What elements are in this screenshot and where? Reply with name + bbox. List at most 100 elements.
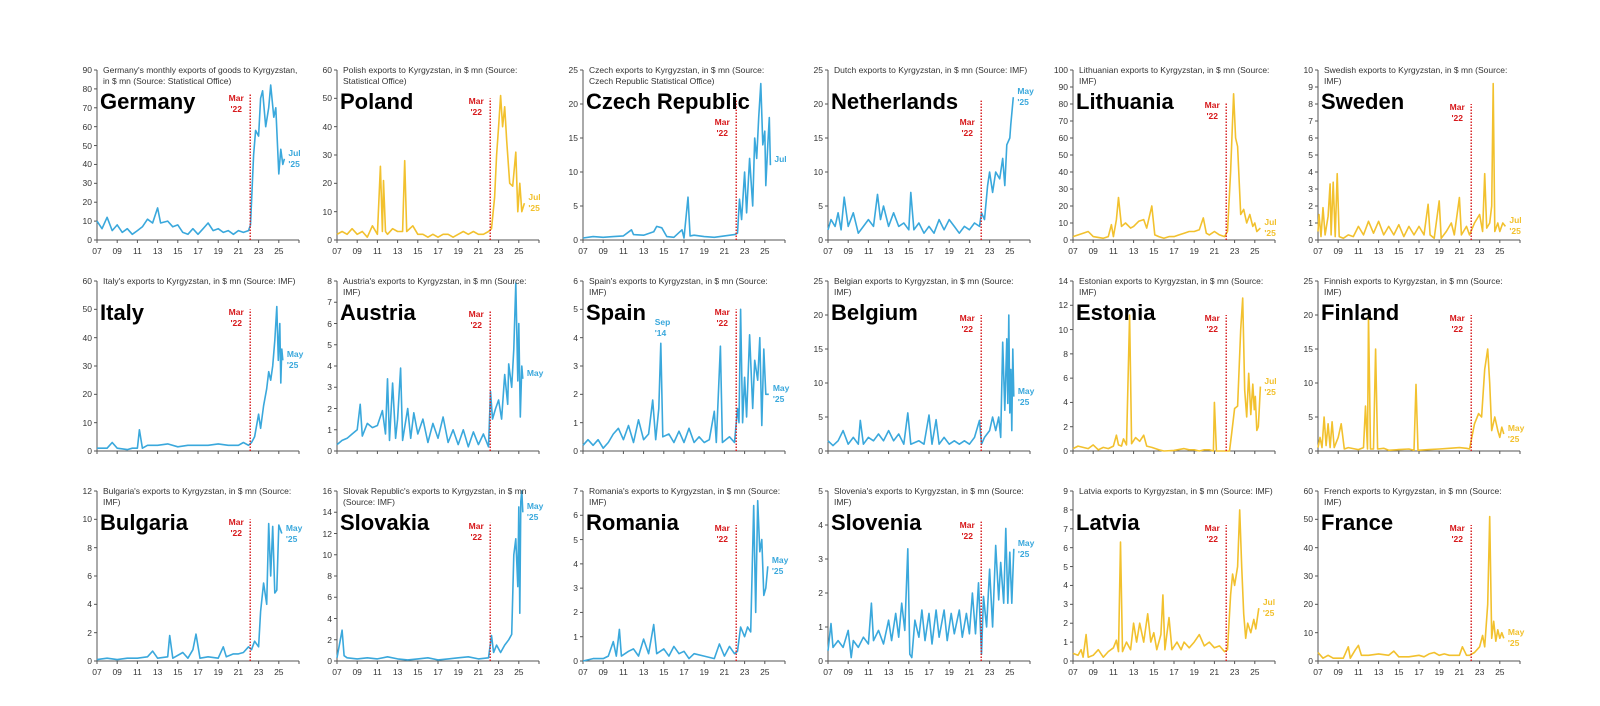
y-tick-label: 7 — [327, 297, 332, 308]
y-tick-label: 30 — [82, 178, 92, 189]
x-tick-label: 11 — [1353, 667, 1363, 677]
country-name: Bulgaria — [100, 510, 189, 535]
chart-subtitle: Finnish exports to Kyrgyzstan, in $ mn (… — [1324, 276, 1503, 297]
chart-subtitle: Estonian exports to Kyrgyzstan, in $ mn … — [1079, 276, 1264, 297]
x-tick-label: 09 — [1333, 246, 1343, 256]
x-tick-label: 21 — [1209, 246, 1220, 256]
y-tick-label: 20 — [813, 99, 823, 109]
panel-bulgaria — [94, 490, 300, 664]
x-tick-label: 13 — [1373, 667, 1384, 677]
panel-latvia — [1070, 490, 1276, 664]
x-tick-label: 25 — [274, 246, 284, 256]
y-tick-label: 4 — [818, 520, 823, 530]
end-date-label: Jul '25 — [528, 192, 541, 214]
y-tick-label: 6 — [573, 510, 578, 521]
x-tick-label: 11 — [1353, 246, 1363, 256]
panel-netherlands — [825, 69, 1031, 243]
x-tick-label: 25 — [1005, 667, 1015, 677]
y-tick-label: 60 — [82, 276, 92, 286]
series-line — [96, 84, 286, 236]
y-tick-label: 2 — [818, 588, 823, 598]
x-tick-label: 17 — [679, 667, 689, 677]
x-tick-label: 19 — [699, 667, 709, 677]
x-tick-label: 15 — [904, 246, 914, 256]
y-tick-label: 90 — [1058, 82, 1068, 92]
chart-subtitle: Germany's monthly exports of goods to Ky… — [103, 65, 298, 86]
x-tick-label: 17 — [433, 246, 443, 256]
x-tick-label: 07 — [92, 246, 102, 256]
x-tick-label: 19 — [1189, 246, 1199, 256]
y-tick-label: 50 — [1303, 514, 1313, 525]
y-tick-label: 50 — [82, 140, 92, 151]
panel-spain — [580, 280, 786, 454]
panel-estonia — [1070, 280, 1276, 454]
end-date-label: Jul '25 — [1262, 597, 1276, 619]
x-tick-label: 13 — [883, 667, 894, 677]
y-tick-label: 3 — [818, 554, 823, 564]
y-tick-label: 6 — [87, 571, 92, 581]
mar-22-marker-label: Mar '22 — [714, 307, 730, 329]
y-tick-label: 90 — [82, 65, 92, 75]
end-date-label: Jul '25 — [1509, 215, 1522, 237]
y-tick-label: 7 — [573, 486, 578, 496]
x-tick-label: 21 — [719, 246, 730, 256]
mar-22-marker-label: Mar '22 — [228, 517, 244, 539]
x-tick-label: 23 — [739, 246, 750, 256]
y-tick-label: 80 — [82, 83, 92, 94]
x-tick-label: 15 — [173, 246, 183, 256]
mar-22-marker-label: Mar '22 — [1449, 523, 1465, 544]
x-tick-label: 19 — [1434, 246, 1444, 256]
x-tick-label: 07 — [823, 246, 833, 256]
x-tick-label: 07 — [92, 667, 102, 677]
x-tick-label: 15 — [413, 667, 423, 677]
x-tick-label: 13 — [1128, 246, 1139, 256]
chart-subtitle: Slovenia's exports to Kyrgyzstan, in $ m… — [834, 486, 1024, 507]
y-tick-label: 2 — [1308, 201, 1313, 211]
y-tick-label: 12 — [82, 486, 92, 496]
y-tick-label: 40 — [82, 159, 92, 170]
series-line — [96, 522, 283, 661]
x-tick-label: 15 — [904, 667, 914, 677]
mar-22-marker-label: Mar '22 — [228, 307, 244, 329]
mar-22-marker-label: Mar '22 — [1204, 100, 1220, 122]
y-tick-label: 0 — [573, 235, 578, 245]
x-tick-label: 09 — [843, 246, 853, 256]
mar-22-marker-label: Mar '22 — [1449, 313, 1465, 334]
chart-subtitle: Czech exports to Kyrgyzstan, in $ mn (So… — [589, 65, 765, 86]
country-name: Latvia — [1076, 510, 1140, 535]
y-tick-label: 10 — [82, 216, 92, 227]
y-tick-label: 1 — [573, 417, 578, 428]
end-date-label: May '25 — [285, 522, 303, 544]
y-tick-label: 50 — [322, 93, 332, 104]
x-tick-label: 19 — [1434, 667, 1444, 677]
end-date-label: May '25 — [526, 501, 544, 523]
country-name: Lithuania — [1076, 89, 1174, 114]
x-tick-label: 17 — [1169, 667, 1179, 677]
end-date-label: May '25 — [771, 555, 789, 577]
y-tick-label: 5 — [327, 339, 332, 350]
y-tick-label: 40 — [1058, 167, 1068, 177]
y-tick-label: 80 — [1058, 99, 1068, 109]
chart-subtitle: Lithuanian exports to Kyrgyzstan, in $ m… — [1079, 65, 1270, 86]
x-tick-label: 21 — [1454, 246, 1465, 256]
panel-slovakia — [334, 490, 540, 664]
country-name: Czech Republic — [586, 89, 750, 114]
x-tick-label: 07 — [332, 246, 342, 256]
x-tick-label: 25 — [1250, 667, 1260, 677]
x-tick-label: 11 — [863, 667, 873, 677]
y-tick-label: 10 — [82, 514, 92, 525]
y-tick-label: 70 — [1058, 116, 1068, 126]
y-tick-label: 8 — [327, 276, 332, 286]
country-name: Estonia — [1076, 300, 1156, 325]
panel-finland — [1315, 280, 1521, 454]
y-tick-label: 8 — [1063, 348, 1068, 359]
mar-22-marker-label: Mar '22 — [959, 117, 975, 138]
x-tick-label: 07 — [332, 667, 342, 677]
panel-romania — [580, 490, 786, 664]
y-tick-label: 10 — [322, 549, 332, 560]
y-tick-label: 50 — [1058, 150, 1068, 160]
y-tick-label: 5 — [818, 201, 823, 211]
x-tick-label: 11 — [372, 667, 382, 677]
y-tick-label: 5 — [818, 486, 823, 496]
end-date-label: May '25 — [1017, 537, 1035, 559]
